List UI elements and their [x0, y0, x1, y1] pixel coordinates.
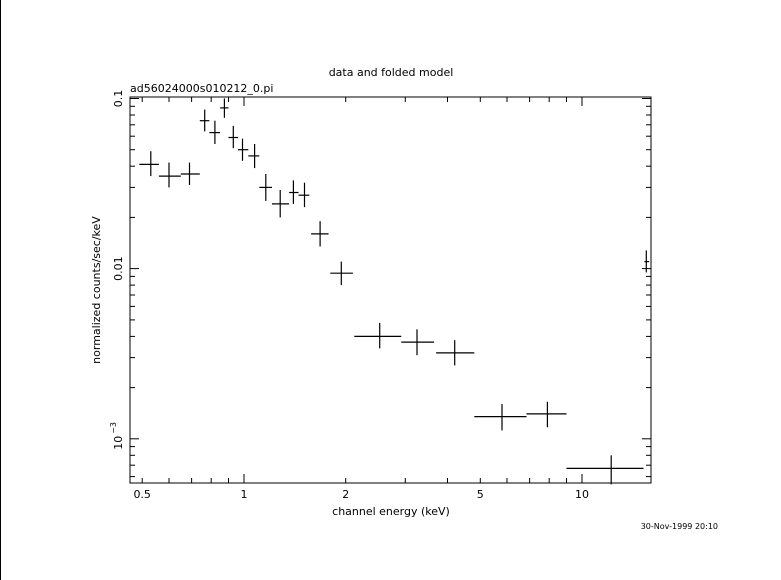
- x-tick-label: 5: [477, 488, 484, 501]
- data-point: [298, 182, 310, 208]
- data-point: [526, 401, 567, 428]
- data-points: [139, 98, 650, 485]
- data-point: [158, 162, 181, 188]
- data-point: [566, 455, 644, 485]
- data-point: [238, 138, 249, 161]
- x-tick-label: 0.5: [133, 488, 151, 501]
- x-tick-label: 1: [241, 488, 248, 501]
- data-point: [209, 120, 221, 144]
- chart-title: data and folded model: [329, 66, 454, 79]
- y-tick-label: 0.01: [112, 256, 125, 281]
- data-point: [180, 162, 200, 185]
- data-point: [199, 109, 210, 132]
- x-axis-label: channel energy (keV): [332, 505, 450, 518]
- x-tick-label: 2: [342, 488, 349, 501]
- data-point: [401, 329, 435, 356]
- data-point: [272, 190, 290, 218]
- y-tick-label-text: 0.1: [112, 90, 125, 108]
- x-tick-label: 10: [575, 488, 589, 501]
- y-tick-label: 10−3: [109, 422, 125, 450]
- chart-subtitle: ad56024000s010212_0.pi: [130, 82, 273, 95]
- data-point: [644, 250, 650, 273]
- y-tick-label-text: 0.01: [112, 256, 125, 281]
- data-point: [311, 221, 329, 247]
- data-point: [289, 180, 299, 204]
- data-point: [474, 404, 527, 431]
- data-point: [259, 174, 272, 201]
- data-point: [139, 151, 159, 177]
- y-tick-label-exponent: −3: [109, 422, 118, 434]
- data-point: [354, 322, 402, 349]
- y-tick-label: 0.1: [112, 90, 125, 108]
- y-tick-label-base: 10: [112, 436, 125, 450]
- data-point: [248, 144, 260, 169]
- axis-ticks: [130, 97, 651, 483]
- data-point: [436, 340, 475, 366]
- plot-frame: [129, 96, 652, 484]
- data-point: [330, 261, 353, 286]
- data-point: [220, 98, 229, 118]
- data-point: [228, 125, 238, 149]
- y-axis-label: normalized counts/sec/keV: [90, 216, 103, 364]
- x-tick-labels: 0.5 1 2 5 10: [133, 488, 589, 501]
- plot-timestamp: 30-Nov-1999 20:10: [641, 522, 718, 531]
